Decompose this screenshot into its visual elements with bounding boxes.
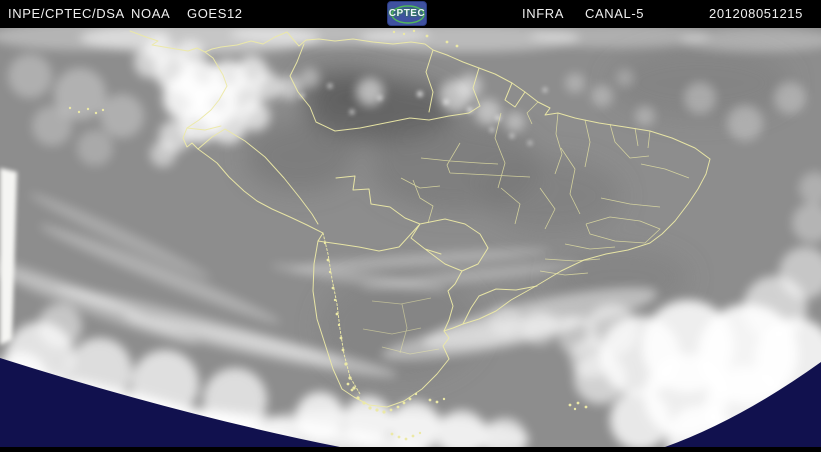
channel-type-label: INFRA <box>522 6 564 21</box>
earth-limb-highlight <box>0 168 17 345</box>
timestamp-label: 201208051215 <box>709 6 803 21</box>
andes-border <box>322 232 361 395</box>
state-borders <box>400 101 690 276</box>
satellite-image <box>0 22 821 452</box>
channel-label: CANAL-5 <box>585 6 645 21</box>
province-borders <box>362 297 440 355</box>
cptec-logo-text: CPTEC <box>388 8 426 19</box>
agency-label: INPE/CPTEC/DSA <box>8 6 125 21</box>
cptec-logo: CPTEC <box>387 1 427 26</box>
satellite-label: GOES12 <box>187 6 243 21</box>
space-corner-bottom-left <box>0 358 340 447</box>
island-dots <box>68 29 588 411</box>
coastline-border <box>129 30 711 408</box>
country-borders <box>186 43 538 332</box>
convective-specks-layer <box>299 83 548 146</box>
goes-infrared-map <box>0 22 821 452</box>
andes-speckles <box>323 241 446 441</box>
operator-label: NOAA <box>131 6 171 21</box>
cptec-logo-ring-icon <box>389 3 426 25</box>
title-bar: INPE/CPTEC/DSA NOAA GOES12 CPTEC INFRA C… <box>0 0 821 28</box>
political-borders-layer <box>68 29 711 441</box>
space-corner-bottom-right <box>665 362 821 447</box>
